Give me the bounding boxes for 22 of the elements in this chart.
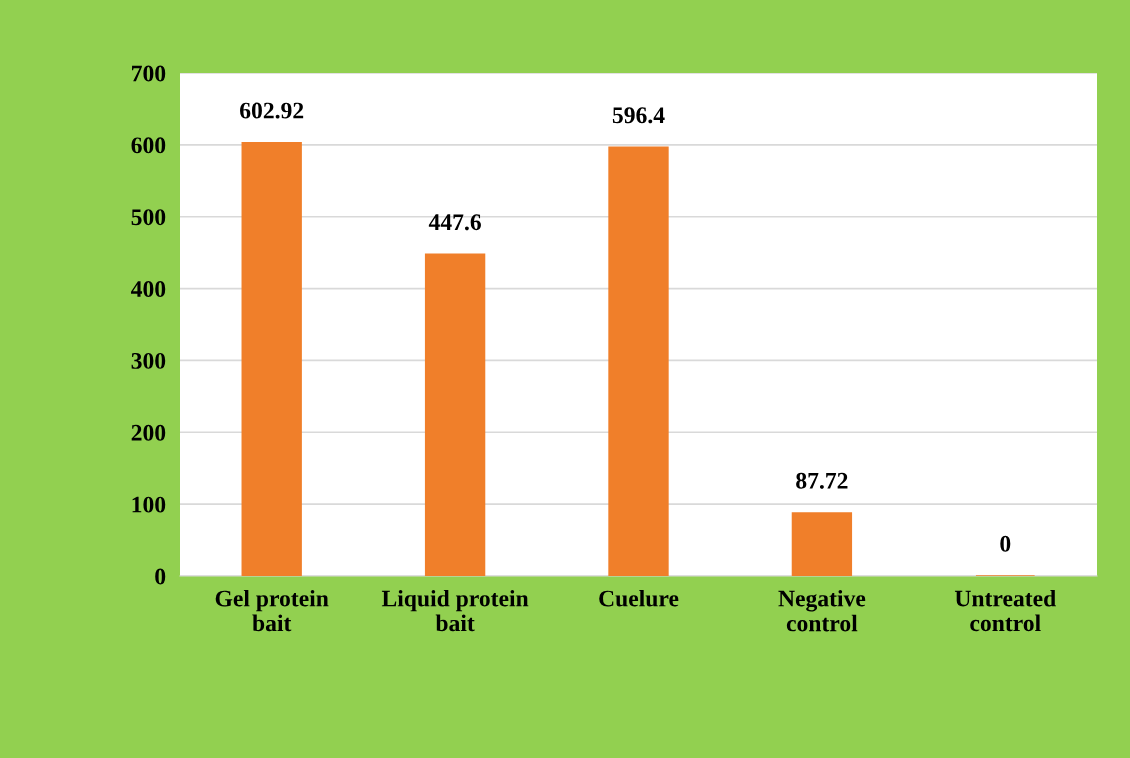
y-tick-label: 0 [155,568,166,585]
data-label: 0 [1000,535,1011,552]
x-tick-label: Negative control [778,589,866,632]
bar [424,253,486,576]
y-tick-label: 600 [131,137,166,154]
bar [608,146,669,576]
x-tick-label: Liquid protein bait [381,589,529,632]
data-label: 447.6 [428,214,481,231]
data-label: 87.72 [796,472,848,489]
x-tick-label: Untreated control [954,589,1056,632]
bar [791,512,853,576]
x-tick-label: Gel protein bait [215,589,329,632]
y-tick-label: 700 [132,65,166,82]
y-tick-label: 200 [131,424,166,441]
data-label: 596.4 [612,107,665,124]
y-tick-label: 300 [131,352,166,369]
x-tick-label: Cuelure [599,589,679,607]
bar [241,141,302,576]
y-tick-label: 500 [131,209,166,226]
y-tick-label: 400 [131,281,166,297]
y-tick-label: 100 [132,496,166,513]
data-label: 602.92 [240,102,304,119]
